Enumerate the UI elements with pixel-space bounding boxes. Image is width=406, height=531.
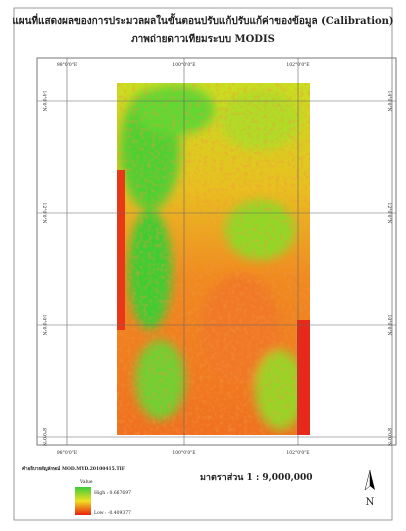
- legend-low: Low : -0.409377: [94, 510, 131, 516]
- lon-label-bottom: 102°0'0"E: [286, 450, 309, 456]
- title: แผนที่แสดงผลของการประมวลผลในขั้นตอนปรับแ…: [12, 13, 393, 28]
- north-label: N: [366, 497, 375, 508]
- lon-label-bottom: 100°0'0"E: [172, 450, 195, 456]
- legend-high: High : 0.667697: [94, 490, 131, 496]
- north-arrow-half: [364, 469, 371, 491]
- lat-label-right: 14°0'0"N: [386, 91, 392, 112]
- lon-label-top: 102°0'0"E: [286, 62, 309, 68]
- lat-label-right: 12°0'0"N: [386, 203, 392, 224]
- lat-label-left: 10°0'0"N: [41, 315, 47, 336]
- lat-label-left: 14°0'0"N: [41, 91, 47, 112]
- lat-label-right: 10°0'0"N: [386, 315, 392, 336]
- lat-label-right: 8°0'0"N: [386, 428, 392, 446]
- legend-layer: MOD.MYD.20100415.TIF: [62, 466, 126, 472]
- lat-label-left: 12°0'0"N: [41, 203, 47, 224]
- scale-text: มาตราส่วน 1 : 9,000,000: [200, 472, 313, 483]
- legend-title: คำอธิบายสัญลักษณ์: [22, 465, 61, 472]
- legend-field: Value: [79, 479, 93, 485]
- subtitle: ภาพถ่ายดาวเทียมระบบ MODIS: [131, 33, 275, 45]
- lat-label-left: 8°0'0"N: [41, 428, 47, 446]
- page-frame: [13, 7, 393, 521]
- graticule: [37, 58, 396, 445]
- lon-label-bottom: 98°0'0"E: [57, 450, 77, 456]
- lon-label-top: 98°0'0"E: [57, 62, 77, 68]
- legend-ramp: [75, 487, 91, 515]
- raster: [117, 83, 310, 435]
- lon-label-top: 100°0'0"E: [172, 62, 195, 68]
- north-arrow: [370, 470, 375, 490]
- neatline: [36, 57, 397, 446]
